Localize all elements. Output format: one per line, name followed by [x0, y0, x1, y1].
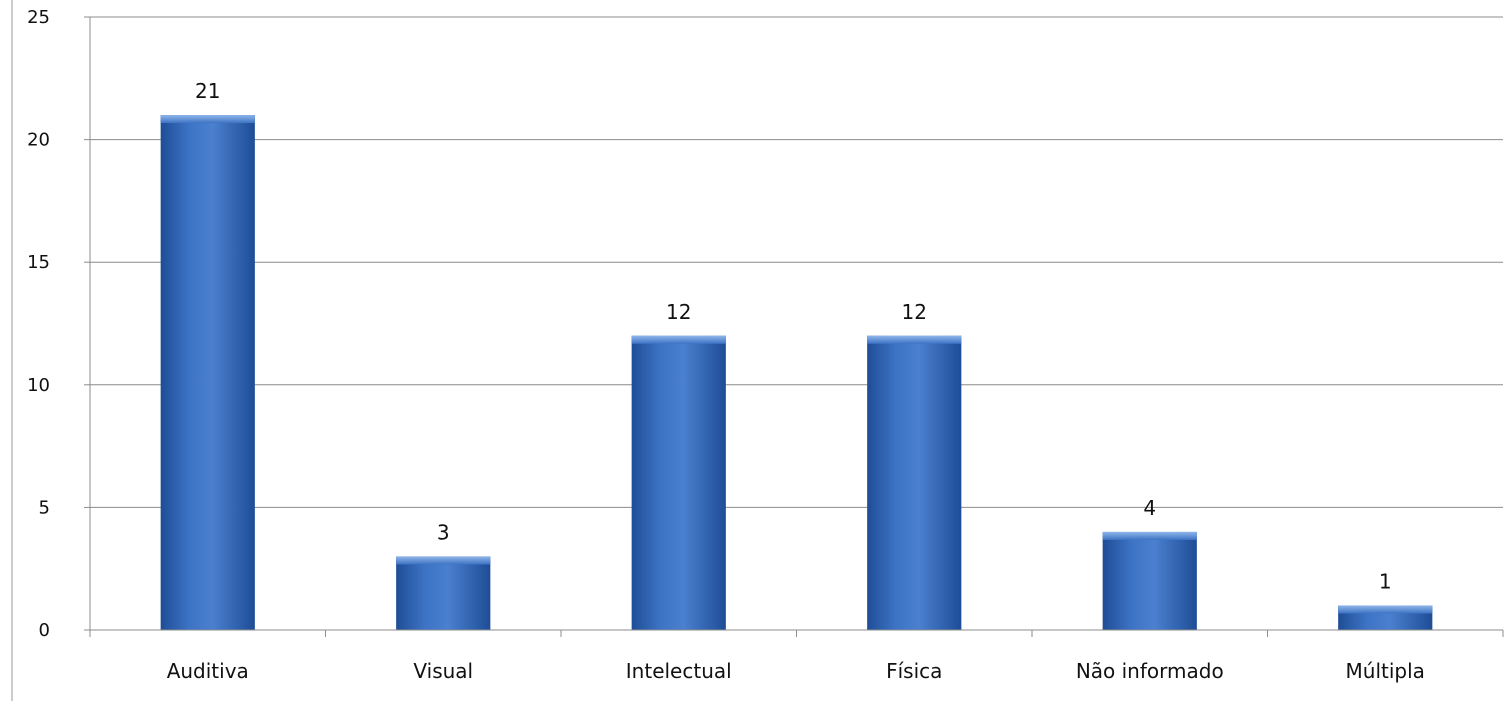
- bar-top-highlight: [1338, 605, 1433, 614]
- bar-top-highlight: [631, 335, 726, 344]
- bar-top-highlight: [1102, 531, 1197, 540]
- bar: [1102, 531, 1197, 630]
- bar: [631, 335, 726, 630]
- data-label: 12: [666, 300, 691, 324]
- bar: [396, 556, 491, 630]
- x-category-label: Física: [886, 659, 942, 683]
- data-label: 3: [437, 520, 450, 544]
- data-label: 12: [902, 300, 927, 324]
- data-label: 4: [1143, 496, 1156, 520]
- y-tick-label: 25: [27, 7, 50, 28]
- bars: 21 3 12 12 4 1: [160, 79, 1433, 630]
- x-axis-labels: Auditiva Visual Intelectual Física Não infor…: [167, 659, 1425, 683]
- x-category-label: Visual: [413, 659, 473, 683]
- x-category-label: Múltipla: [1346, 659, 1425, 683]
- y-tick-label: 20: [27, 130, 50, 151]
- y-tick-label: 0: [39, 620, 50, 641]
- gridlines: [90, 16, 1503, 508]
- axes: [89, 17, 1504, 637]
- data-label: 1: [1379, 569, 1392, 593]
- bar-top-highlight: [160, 115, 255, 124]
- x-category-label: Intelectual: [626, 659, 732, 683]
- bar: [160, 115, 255, 630]
- y-tick-label: 10: [27, 375, 50, 396]
- bar-top-highlight: [867, 335, 962, 344]
- bar: [867, 335, 962, 630]
- data-label: 21: [195, 79, 220, 103]
- y-tick-label: 15: [27, 252, 50, 273]
- x-category-label: Não informado: [1076, 659, 1224, 683]
- bar-top-highlight: [396, 556, 491, 565]
- x-category-label: Auditiva: [167, 659, 249, 683]
- y-axis-ticks: 0 5 10 15 20 25: [27, 7, 90, 641]
- y-tick-label: 5: [39, 497, 50, 518]
